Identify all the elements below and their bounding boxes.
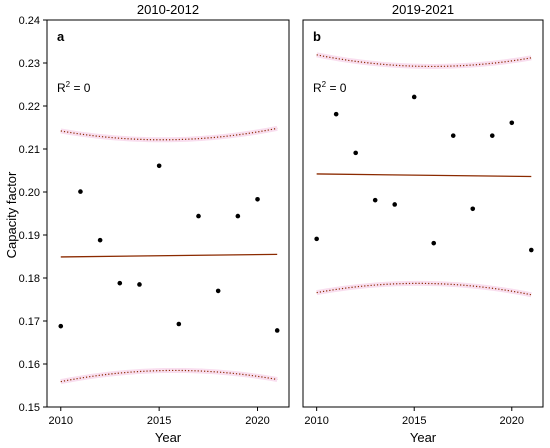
confidence-band-upper: [316, 54, 532, 68]
y-tick-label: 0.19: [19, 230, 40, 242]
x-tick-label: 2010: [304, 415, 328, 427]
y-tick-label: 0.16: [19, 359, 40, 371]
confidence-band-lower: [316, 282, 532, 296]
data-point: [255, 197, 260, 202]
data-point: [78, 189, 83, 194]
data-point: [235, 213, 241, 219]
confidence-band-lower: [60, 369, 278, 383]
y-tick-label: 0.20: [19, 187, 40, 199]
panel-b: 2019-2021 b R2 = 0 2010 2015 2020 Year: [302, 2, 544, 445]
data-point: [372, 197, 378, 203]
panel-title: 2019-2021: [392, 2, 454, 17]
data-point: [156, 163, 162, 169]
panel-label: b: [313, 29, 321, 44]
data-point: [431, 240, 437, 246]
data-point: [314, 236, 319, 242]
y-tick-label: 0.18: [19, 273, 40, 285]
x-axis-label: Year: [155, 430, 182, 445]
confidence-band-glow: [60, 125, 278, 143]
data-point: [528, 247, 534, 253]
data-point: [274, 328, 280, 333]
data-point: [509, 120, 515, 126]
data-point: [411, 94, 417, 100]
panel-a: 2010-2012 a R2 = 0 2010 2015 2020 0.15 0.16 0.17…: [19, 2, 290, 445]
data-point: [137, 282, 142, 287]
data-point: [215, 288, 221, 294]
y-tick-label: 0.17: [19, 316, 40, 328]
panel-title: 2010-2012: [137, 2, 199, 17]
data-point: [176, 321, 182, 327]
panel-label: a: [57, 29, 65, 44]
y-tick-label: 0.21: [19, 144, 40, 156]
data-point: [117, 280, 123, 286]
data-point: [58, 323, 64, 329]
x-tick-label: 2015: [147, 415, 171, 427]
y-tick-label: 0.15: [19, 402, 40, 414]
data-point: [333, 111, 339, 117]
y-tick-label: 0.23: [19, 58, 40, 70]
data-point: [489, 133, 495, 138]
y-axis-label: Capacity factor: [4, 171, 19, 258]
plot-frame: [46, 19, 290, 408]
plot-frame: [302, 19, 544, 408]
y-tick-label: 0.24: [19, 15, 40, 27]
x-axis-label: Year: [410, 430, 437, 445]
data-point: [450, 133, 456, 138]
regression-line: [60, 253, 278, 258]
x-tick-label: 2015: [402, 415, 426, 427]
x-tick-label: 2020: [500, 415, 524, 427]
y-tick-label: 0.22: [19, 101, 40, 113]
data-point: [353, 150, 358, 156]
r-squared-annotation: R2 = 0: [313, 80, 347, 95]
x-tick-label: 2020: [245, 415, 269, 427]
data-point: [392, 202, 398, 207]
x-tick-label: 2010: [49, 415, 73, 427]
data-point: [470, 206, 476, 212]
regression-line: [316, 173, 532, 178]
data-point: [196, 213, 201, 219]
r-squared-annotation: R2 = 0: [57, 80, 91, 95]
data-point: [97, 237, 103, 243]
